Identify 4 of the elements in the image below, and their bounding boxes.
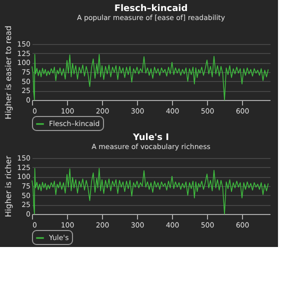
chart-title: Flesch–kincaid	[114, 4, 188, 14]
y-axis-title: Higher is easier to read	[4, 26, 14, 120]
chart-title: Yule's I	[132, 133, 170, 143]
y-axis-title: Higher is richer	[4, 155, 14, 218]
